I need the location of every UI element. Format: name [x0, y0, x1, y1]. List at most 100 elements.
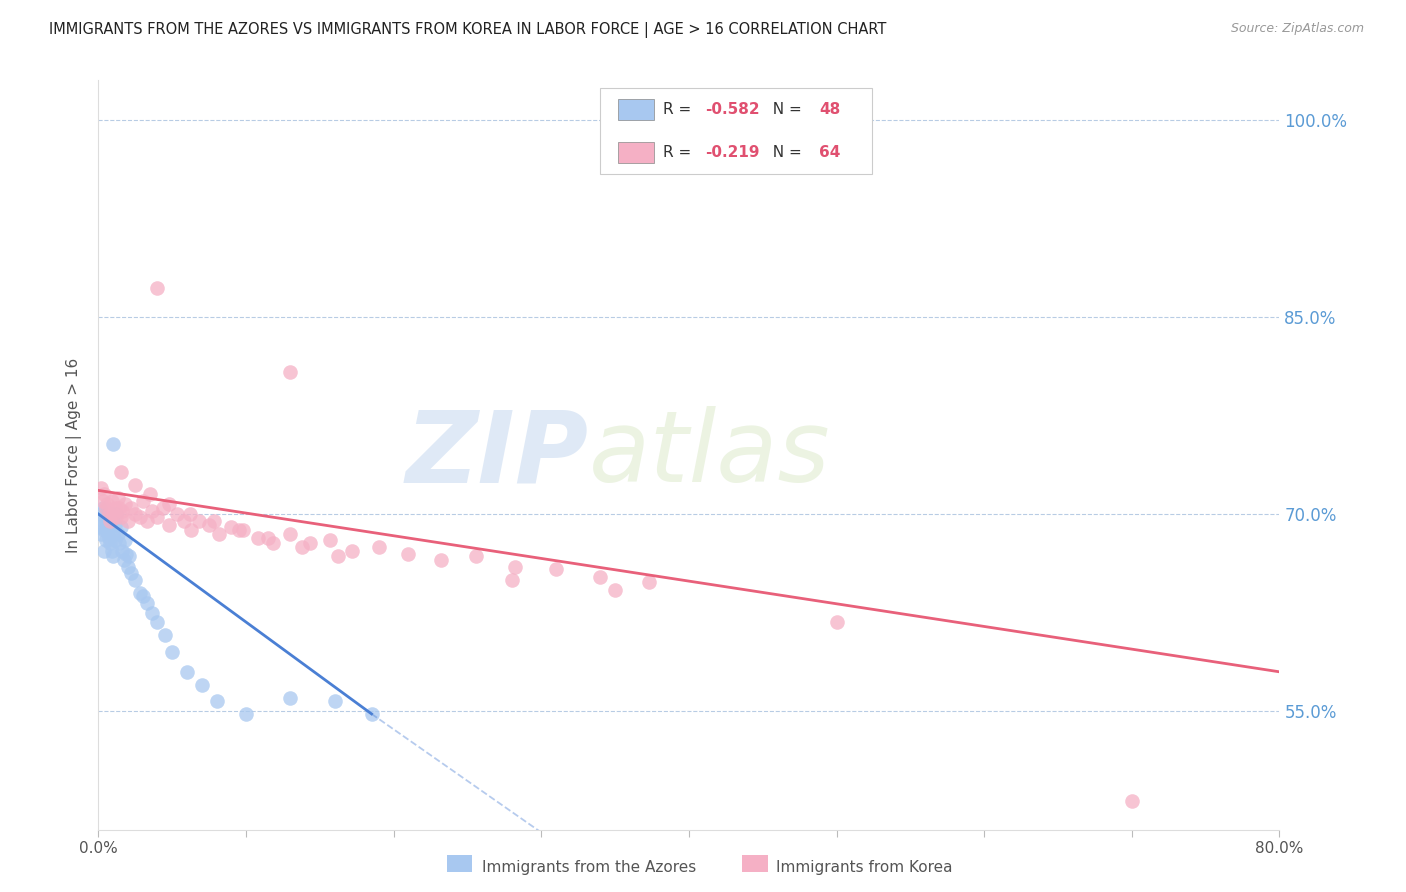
Point: [115, 547, 138, 561]
Point: [132, 589, 155, 603]
Text: -0.219: -0.219: [706, 145, 761, 160]
Point: [319, 533, 342, 548]
Point: [139, 487, 162, 501]
Text: atlas: atlas: [589, 407, 830, 503]
Point: [205, 694, 228, 708]
Point: [136, 597, 159, 611]
Point: [111, 504, 134, 518]
Text: R =: R =: [664, 145, 696, 160]
Point: [100, 544, 122, 558]
Point: [501, 573, 523, 587]
Point: [280, 365, 302, 379]
Point: [128, 509, 150, 524]
Point: [257, 531, 280, 545]
Point: [124, 507, 146, 521]
Point: [93, 523, 115, 537]
Point: [342, 544, 364, 558]
Point: [191, 678, 214, 692]
Point: [110, 509, 132, 524]
Text: ZIP: ZIP: [405, 407, 589, 503]
Point: [97, 531, 120, 545]
Point: [93, 487, 115, 501]
Point: [132, 494, 155, 508]
Point: [503, 559, 526, 574]
Point: [262, 536, 284, 550]
Point: [153, 628, 176, 642]
Point: [198, 517, 221, 532]
Point: [232, 523, 254, 537]
Point: [546, 562, 568, 576]
Point: [298, 536, 321, 550]
Point: [90, 507, 112, 521]
Point: [180, 523, 202, 537]
Point: [638, 575, 661, 590]
Point: [280, 526, 302, 541]
Point: [124, 478, 146, 492]
Point: [825, 615, 848, 629]
Point: [104, 500, 127, 515]
Point: [98, 520, 121, 534]
Text: N =: N =: [763, 102, 807, 117]
Point: [108, 500, 131, 515]
Point: [136, 514, 159, 528]
Point: [97, 514, 120, 528]
Point: [100, 507, 122, 521]
Point: [100, 494, 122, 508]
FancyBboxPatch shape: [619, 99, 654, 120]
Point: [208, 526, 231, 541]
Point: [398, 547, 420, 561]
Text: 48: 48: [818, 102, 841, 117]
Point: [104, 533, 127, 548]
Point: [146, 509, 169, 524]
Point: [157, 497, 180, 511]
Point: [96, 497, 118, 511]
Point: [114, 533, 136, 548]
Point: [104, 517, 127, 532]
Point: [110, 465, 132, 479]
Point: [91, 494, 114, 508]
Point: [103, 526, 125, 541]
Point: [128, 586, 150, 600]
Point: [368, 540, 391, 554]
Point: [110, 520, 132, 534]
Point: [152, 500, 174, 515]
Point: [108, 536, 131, 550]
Point: [90, 481, 112, 495]
Text: Immigrants from Korea: Immigrants from Korea: [776, 860, 953, 874]
Y-axis label: In Labor Force | Age > 16: In Labor Force | Age > 16: [66, 358, 83, 552]
Point: [94, 514, 117, 528]
Point: [162, 645, 183, 659]
Point: [228, 523, 250, 537]
Point: [98, 536, 121, 550]
Point: [117, 514, 139, 528]
Point: [589, 570, 612, 584]
Point: [179, 507, 201, 521]
Point: [114, 497, 136, 511]
Point: [176, 665, 198, 679]
Point: [430, 553, 453, 567]
Point: [105, 509, 128, 524]
Point: [246, 531, 269, 545]
Point: [107, 491, 129, 506]
Point: [93, 544, 115, 558]
Point: [96, 523, 118, 537]
FancyBboxPatch shape: [600, 87, 872, 174]
Point: [326, 549, 349, 563]
Text: -0.582: -0.582: [706, 102, 761, 117]
Point: [235, 706, 257, 721]
Point: [323, 694, 346, 708]
Point: [103, 507, 125, 521]
Point: [94, 533, 117, 548]
Point: [118, 549, 141, 563]
Point: [111, 544, 134, 558]
Point: [146, 281, 169, 295]
Point: [1121, 794, 1143, 808]
Point: [105, 507, 128, 521]
Point: [103, 437, 125, 451]
Point: [280, 691, 302, 706]
Point: [124, 573, 146, 587]
Point: [141, 504, 163, 518]
Text: 64: 64: [818, 145, 841, 160]
FancyBboxPatch shape: [619, 142, 654, 162]
Point: [157, 517, 180, 532]
